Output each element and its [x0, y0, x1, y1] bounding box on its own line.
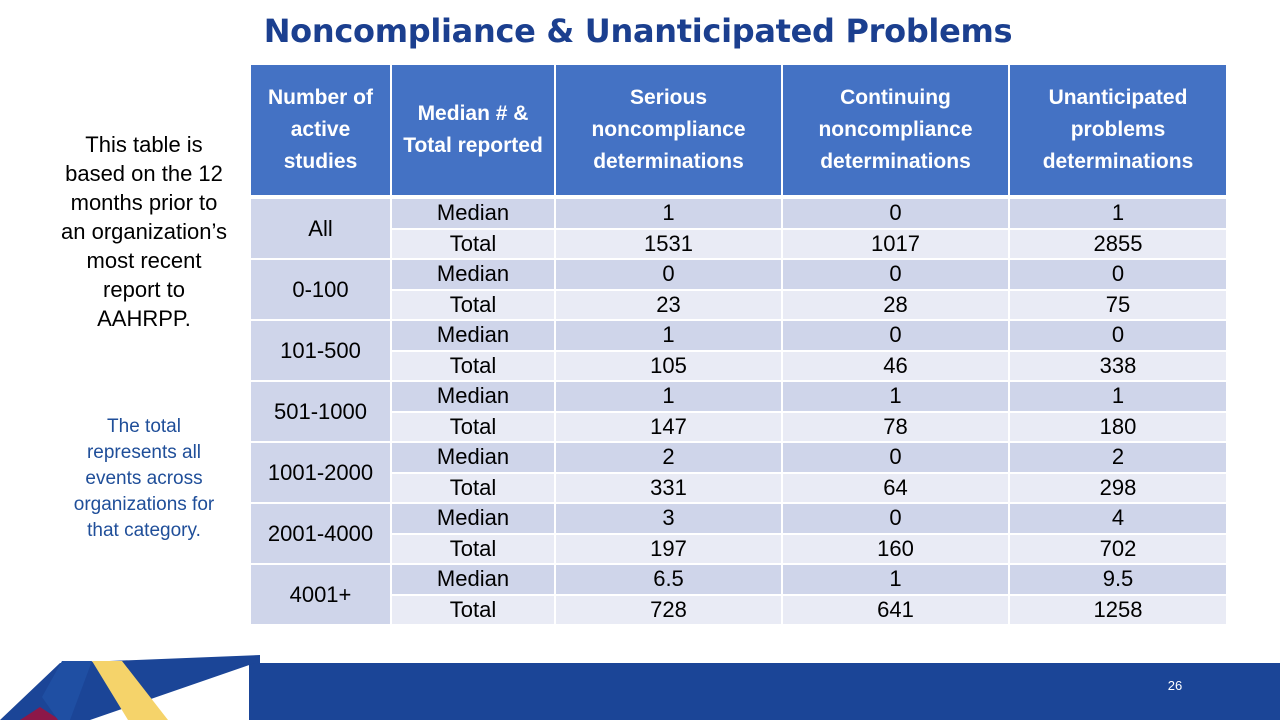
- row-type-label: Median: [390, 380, 556, 413]
- table-cell: 147: [554, 410, 783, 443]
- table-cell: 641: [781, 593, 1010, 626]
- table-cell: 23: [554, 288, 783, 321]
- table-cell: 1531: [554, 227, 783, 260]
- table-cell: 1: [554, 319, 783, 352]
- logo-blue-peak: [42, 661, 92, 720]
- row-group-label: 2001-4000: [249, 502, 392, 565]
- table-cell: 160: [781, 532, 1010, 565]
- row-type-label: Total: [390, 593, 556, 626]
- row-group-label: 101-500: [249, 319, 392, 382]
- header-serious-noncompliance: Serious noncompliance determinations: [554, 63, 783, 198]
- row-group-label: 1001-2000: [249, 441, 392, 504]
- organization-logo: [0, 655, 260, 720]
- table-cell: 1: [781, 563, 1010, 596]
- table-cell: 338: [1008, 349, 1228, 382]
- table-cell: 0: [1008, 258, 1228, 291]
- table-row: Total 23 28 75: [250, 288, 1228, 321]
- table-cell: 0: [554, 258, 783, 291]
- table-cell: 0: [781, 441, 1010, 474]
- table-cell: 728: [554, 593, 783, 626]
- logo-maroon-shape: [20, 707, 60, 720]
- table-cell: 2: [554, 441, 783, 474]
- table-row: Total 331 64 298: [250, 471, 1228, 504]
- table-cell: 64: [781, 471, 1010, 504]
- table-cell: 1258: [1008, 593, 1228, 626]
- row-type-label: Median: [390, 319, 556, 352]
- slide-title: Noncompliance & Unanticipated Problems: [263, 12, 1013, 50]
- table-basis-note: This table is based on the 12 months pri…: [61, 132, 227, 331]
- table-cell: 78: [781, 410, 1010, 443]
- header-unanticipated-problems: Unanticipated problems determinations: [1008, 63, 1228, 198]
- table-cell: 75: [1008, 288, 1228, 321]
- table-cell: 1: [554, 380, 783, 413]
- row-type-label: Total: [390, 349, 556, 382]
- row-group-label: All: [249, 196, 392, 260]
- header-continuing-noncompliance: Continuing noncompliance determinations: [781, 63, 1010, 198]
- row-type-label: Total: [390, 532, 556, 565]
- table-cell: 1: [1008, 196, 1228, 230]
- table-cell: 197: [554, 532, 783, 565]
- table-cell: 0: [781, 196, 1010, 230]
- table-row: Total 728 641 1258: [250, 593, 1228, 626]
- noncompliance-table: Number of active studies Median # & Tota…: [249, 63, 1228, 626]
- row-group-label: 501-1000: [249, 380, 392, 443]
- row-group-label: 0-100: [249, 258, 392, 321]
- row-group-label: 4001+: [249, 563, 392, 626]
- table-row: Total 197 160 702: [250, 532, 1228, 565]
- table-cell: 0: [781, 502, 1010, 535]
- table-cell: 1: [1008, 380, 1228, 413]
- table-cell: 331: [554, 471, 783, 504]
- row-type-label: Median: [390, 563, 556, 596]
- page-number: 26: [1167, 678, 1183, 693]
- footer-bar: [249, 663, 1280, 720]
- table-cell: 298: [1008, 471, 1228, 504]
- table-body: All Median 1 0 1 Total 1531 1017 2855 0-100 Median…: [249, 196, 1228, 626]
- table-cell: 2: [1008, 441, 1228, 474]
- table-cell: 4: [1008, 502, 1228, 535]
- table-cell: 3: [554, 502, 783, 535]
- table-cell: 1: [781, 380, 1010, 413]
- table-cell: 46: [781, 349, 1010, 382]
- total-definition-note: The total represents all events across o…: [73, 416, 215, 541]
- table-row: 2001-4000 Median 3 0 4: [249, 502, 1228, 565]
- table-cell: 105: [554, 349, 783, 382]
- row-type-label: Total: [390, 471, 556, 504]
- logo-yellow-peak: [92, 661, 168, 720]
- row-type-label: Median: [390, 196, 556, 230]
- row-type-label: Total: [390, 410, 556, 443]
- row-type-label: Median: [390, 441, 556, 474]
- table-row: 501-1000 Median 1 1 1: [249, 380, 1228, 443]
- table-cell: 702: [1008, 532, 1228, 565]
- table-row: Total 1531 1017 2855: [250, 227, 1228, 260]
- table-row: 4001+ Median 6.5 1 9.5: [249, 563, 1228, 626]
- row-type-label: Median: [390, 258, 556, 291]
- table-cell: 2855: [1008, 227, 1228, 260]
- table-cell: 28: [781, 288, 1010, 321]
- table-row: All Median 1 0 1: [249, 196, 1228, 260]
- table-row: Total 105 46 338: [250, 349, 1228, 382]
- header-active-studies: Number of active studies: [249, 63, 392, 198]
- table-cell: 180: [1008, 410, 1228, 443]
- table-row: Total 147 78 180: [250, 410, 1228, 443]
- table-cell: 6.5: [554, 563, 783, 596]
- table-cell: 9.5: [1008, 563, 1228, 596]
- table-cell: 1: [554, 196, 783, 230]
- row-type-label: Total: [390, 227, 556, 260]
- table-header-row: Number of active studies Median # & Tota…: [249, 63, 1228, 198]
- table-row: 1001-2000 Median 2 0 2: [249, 441, 1228, 504]
- header-median-total: Median # & Total reported: [390, 63, 556, 198]
- row-type-label: Median: [390, 502, 556, 535]
- table-cell: 1017: [781, 227, 1010, 260]
- table-row: 101-500 Median 1 0 0: [249, 319, 1228, 382]
- row-type-label: Total: [390, 288, 556, 321]
- table-cell: 0: [781, 319, 1010, 352]
- table-cell: 0: [1008, 319, 1228, 352]
- table-cell: 0: [781, 258, 1010, 291]
- table-row: 0-100 Median 0 0 0: [249, 258, 1228, 321]
